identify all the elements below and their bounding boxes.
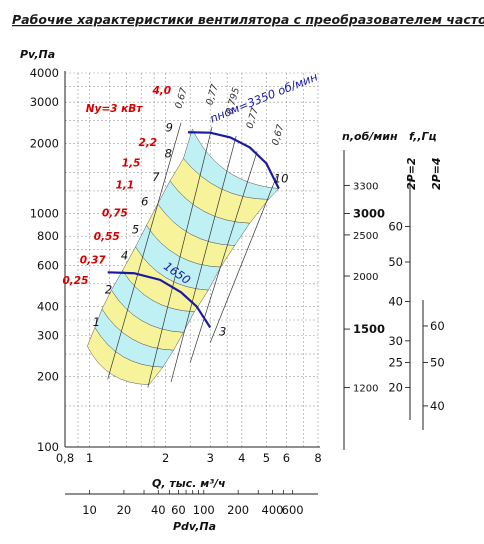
band-label: 8 [165,146,172,160]
power-label: 0,37 [80,255,107,267]
x-tick-label: 6 [283,451,290,465]
y-tick-label: 800 [37,229,59,243]
pole-label-2p4: 2P=4 [430,157,443,190]
y-tick-label: 300 [37,329,59,343]
band-label: 10 [274,171,289,185]
rpm-axis-label: n,об/мин [342,130,398,143]
band-label: 1 [93,315,100,329]
band-label: 5 [132,223,139,237]
x-tick-label: 3 [207,451,214,465]
rpm-tick-label: 2000 [353,272,378,283]
pdv-tick-label: 200 [227,503,249,517]
power-label: 0,25 [63,275,89,287]
band-label: 7 [152,170,160,184]
pdv-tick-label: 100 [193,503,215,517]
rpm-tick-label: 2500 [353,231,378,242]
pole-label-2p2: 2P=2 [405,157,418,190]
efficiency-label: 0,67 [270,123,286,146]
x-tick-label: 5 [263,451,270,465]
band-label: 9 [166,120,173,134]
power-label: 1,5 [122,158,141,170]
efficiency-line [189,151,258,363]
freq-tick-label-2p4: 60 [430,319,445,333]
freq-tick-label-2p4: 50 [430,356,445,370]
y-tick-label: 100 [37,440,59,454]
power-label: Nу=3 кВт [86,103,144,115]
freq-tick-label-2p2: 30 [388,334,403,348]
freq-tick-label-2p2: 20 [388,380,403,394]
efficiency-label: 0,67 [173,87,189,110]
freq-tick-label-2p2: 50 [388,255,403,269]
rpm-tick-label: 3300 [353,181,378,192]
y-tick-label: 4000 [30,66,59,80]
freq-tick-label-2p2: 25 [388,356,403,370]
power-label: 2,2 [139,137,158,149]
x-tick-label: 2 [162,451,169,465]
y-tick-label: 1000 [30,207,59,221]
freq-tick-label-2p2: 60 [388,220,403,234]
rpm-tick-label: 1500 [353,322,385,336]
pdv-tick-label: 400 [262,503,284,517]
y-axis-label: Pv,Па [20,48,55,61]
rpm-tick-label: 3000 [353,207,385,221]
x-tick-label: 8 [314,451,321,465]
power-label: 4,0 [151,85,171,97]
pdv-tick-label: 10 [82,503,97,517]
x2-axis-label: Pdv,Па [173,520,216,533]
pdv-tick-label: 600 [282,503,304,517]
power-label: 0,75 [102,208,128,220]
efficiency-line [209,175,278,343]
pdv-tick-label: 40 [151,503,166,517]
y-tick-label: 2000 [30,136,59,150]
freq-axis-label: f,,Гц [409,130,437,143]
x-tick-label: 4 [238,451,245,465]
efficiency-line [170,135,237,383]
y-tick-label: 200 [37,370,59,384]
y-tick-label: 3000 [30,95,59,109]
y-tick-label: 600 [37,258,59,272]
speed-curve [187,131,280,190]
pdv-tick-label: 20 [117,503,132,517]
rpm-tick-label: 1200 [353,383,378,394]
x-tick-label: 1 [86,451,93,465]
x-axis-label: Q, тыс. м³/ч [152,477,226,490]
power-label: 1,1 [116,180,135,192]
band-label: 6 [141,195,148,209]
chart-title: Рабочие характеристики вентилятора с пре… [12,12,484,27]
efficiency-line [107,122,182,380]
y-tick-label: 400 [37,299,59,313]
freq-tick-label-2p4: 40 [430,399,445,413]
band-label: 4 [121,249,128,263]
freq-tick-label-2p2: 40 [388,295,403,309]
x-tick-label: 0,8 [56,451,74,465]
band-label: 2 [105,282,112,296]
power-label: 0,55 [94,231,120,243]
band-label: 3 [219,325,226,339]
pdv-tick-label: 60 [171,503,186,517]
speed-curve [107,271,212,329]
efficiency-line [147,126,213,388]
